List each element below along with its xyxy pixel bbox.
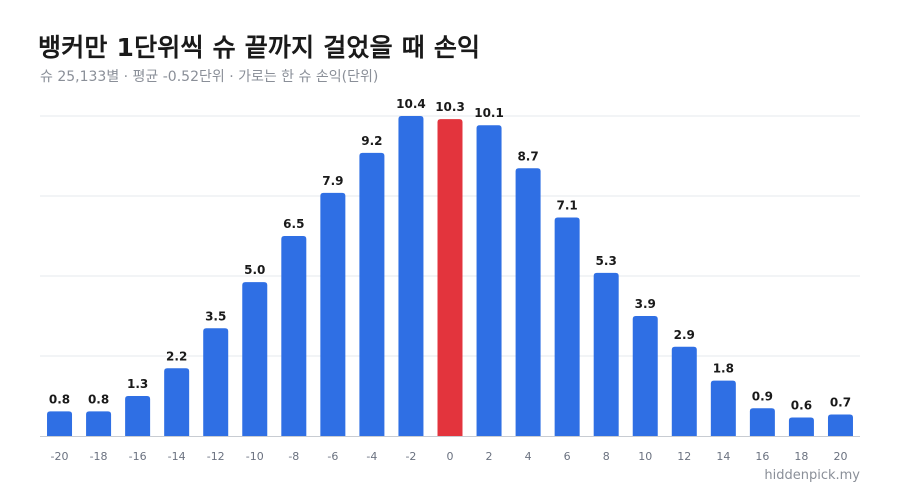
- data-label-16: 0.9: [752, 389, 773, 403]
- data-label--18: 0.8: [88, 392, 109, 406]
- bar--6: [320, 192, 346, 436]
- data-label-14: 1.8: [713, 362, 734, 376]
- chart-subtitle: 슈 25,133별 · 평균 -0.52단위 · 가로는 한 슈 손익(단위): [40, 69, 379, 85]
- x-tick-label-0: 0: [447, 450, 454, 463]
- data-label-18: 0.6: [791, 399, 812, 413]
- data-label--2: 10.4: [396, 97, 426, 111]
- bar-4: [515, 168, 541, 437]
- x-tick-label-20: 20: [833, 450, 847, 463]
- x-tick-label--4: -4: [366, 450, 377, 463]
- bar-16: [749, 408, 775, 436]
- x-tick-label-6: 6: [564, 450, 571, 463]
- bar-12: [671, 346, 697, 436]
- data-label-12: 2.9: [674, 328, 695, 342]
- data-label--14: 2.2: [166, 349, 187, 363]
- bar-2: [476, 125, 502, 436]
- bar--8: [281, 236, 307, 436]
- bar--4: [359, 152, 385, 436]
- data-label--20: 0.8: [49, 392, 70, 406]
- x-tick-label--6: -6: [327, 450, 338, 463]
- x-tick-label--20: -20: [51, 450, 69, 463]
- bar--20: [47, 411, 73, 436]
- bar-6: [554, 217, 580, 436]
- data-label--16: 1.3: [127, 377, 148, 391]
- bar-8: [593, 272, 619, 436]
- bar--14: [164, 368, 190, 436]
- x-tick-label-18: 18: [794, 450, 808, 463]
- watermark: hiddenpick.my: [764, 468, 860, 483]
- bar--10: [242, 282, 268, 436]
- data-label--10: 5.0: [244, 263, 265, 277]
- bar-0: [437, 119, 463, 437]
- bar--18: [86, 411, 112, 436]
- x-tick-label-8: 8: [603, 450, 610, 463]
- data-label-20: 0.7: [830, 395, 851, 409]
- bar-10: [632, 316, 658, 436]
- data-label-4: 8.7: [517, 149, 538, 163]
- x-tick-label--12: -12: [207, 450, 225, 463]
- bar-layer: [47, 116, 853, 437]
- x-tick-label--14: -14: [168, 450, 186, 463]
- x-tick-label--16: -16: [129, 450, 147, 463]
- data-label--4: 9.2: [361, 134, 382, 148]
- x-tick-label-2: 2: [486, 450, 493, 463]
- data-label-2: 10.1: [474, 106, 504, 120]
- data-label--12: 3.5: [205, 309, 226, 323]
- data-label-0: 10.3: [435, 100, 465, 114]
- data-label--6: 7.9: [322, 174, 343, 188]
- data-label--8: 6.5: [283, 217, 304, 231]
- x-tick-layer: -20 -18 -16 -14 -12 -10 -8 -6 -4 -2 0 2 4 6 8 10 12 14 16 1…: [51, 450, 848, 463]
- chart-title: 뱅커만 1단위씩 슈 끝까지 걸었을 때 손익: [38, 33, 481, 62]
- x-tick-label-14: 14: [716, 450, 730, 463]
- data-label-6: 7.1: [557, 199, 578, 213]
- x-tick-label--18: -18: [90, 450, 108, 463]
- bar-18: [788, 417, 814, 436]
- x-tick-label-10: 10: [638, 450, 652, 463]
- data-label-10: 3.9: [635, 297, 656, 311]
- data-label-8: 5.3: [596, 254, 617, 268]
- data-label-layer: 0.8 0.8 1.3 2.2 3.5 5.0 6.5 7.9 9.2 10.4 10.3 10.1 8…: [49, 97, 851, 413]
- x-tick-label-12: 12: [677, 450, 691, 463]
- x-tick-label--8: -8: [288, 450, 299, 463]
- x-tick-label--2: -2: [405, 450, 416, 463]
- x-tick-label-16: 16: [755, 450, 769, 463]
- bar-14: [710, 380, 736, 436]
- bar--16: [125, 396, 151, 436]
- x-tick-label--10: -10: [246, 450, 264, 463]
- bar--12: [203, 328, 229, 436]
- x-tick-label-4: 4: [525, 450, 532, 463]
- bar-20: [827, 414, 853, 436]
- bar--2: [398, 116, 424, 436]
